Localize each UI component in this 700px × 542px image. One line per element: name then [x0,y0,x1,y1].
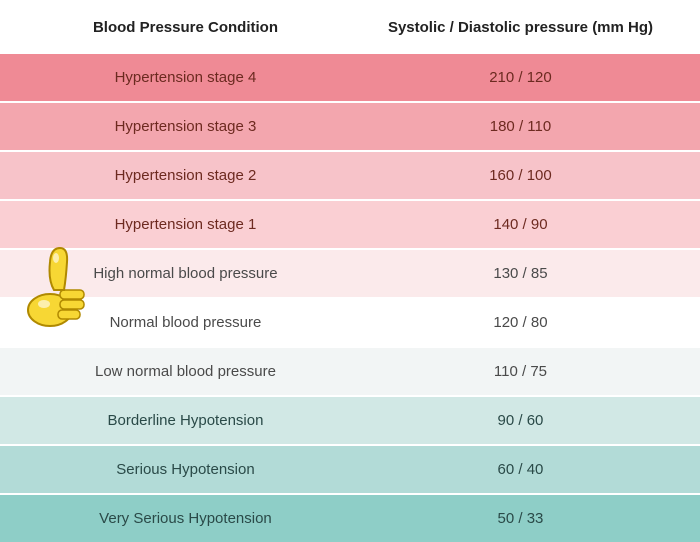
pressure-cell: 160 / 100 [361,167,700,184]
condition-cell: Low normal blood pressure [0,363,361,380]
header-condition: Blood Pressure Condition [0,19,361,36]
table-row: Very Serious Hypotension50 / 33 [0,495,700,542]
pressure-cell: 120 / 80 [361,314,700,331]
table-row: Borderline Hypotension90 / 60 [0,397,700,444]
table-row: Low normal blood pressure110 / 75 [0,348,700,395]
condition-cell: Serious Hypotension [0,461,361,478]
pressure-cell: 90 / 60 [361,412,700,429]
table-row: Hypertension stage 1140 / 90 [0,201,700,248]
condition-cell: Hypertension stage 4 [0,69,361,86]
condition-cell: Very Serious Hypotension [0,510,361,527]
pressure-cell: 180 / 110 [361,118,700,135]
pressure-cell: 140 / 90 [361,216,700,233]
table-row: Hypertension stage 3180 / 110 [0,103,700,150]
rows-container: Hypertension stage 4210 / 120Hypertensio… [0,54,700,542]
condition-cell: Hypertension stage 1 [0,216,361,233]
table-row: Serious Hypotension60 / 40 [0,446,700,493]
pressure-cell: 60 / 40 [361,461,700,478]
pressure-cell: 130 / 85 [361,265,700,282]
condition-cell: Hypertension stage 2 [0,167,361,184]
thumbs-up-icon [20,240,90,330]
pressure-cell: 210 / 120 [361,69,700,86]
condition-cell: Borderline Hypotension [0,412,361,429]
table-row: Normal blood pressure120 / 80 [0,299,700,346]
table-header: Blood Pressure Condition Systolic / Dias… [0,0,700,54]
condition-cell: Hypertension stage 3 [0,118,361,135]
pressure-cell: 110 / 75 [361,363,700,380]
table-row: High normal blood pressure130 / 85 [0,250,700,297]
table-row: Hypertension stage 4210 / 120 [0,54,700,101]
table-row: Hypertension stage 2160 / 100 [0,152,700,199]
pressure-cell: 50 / 33 [361,510,700,527]
header-pressure: Systolic / Diastolic pressure (mm Hg) [361,19,700,36]
